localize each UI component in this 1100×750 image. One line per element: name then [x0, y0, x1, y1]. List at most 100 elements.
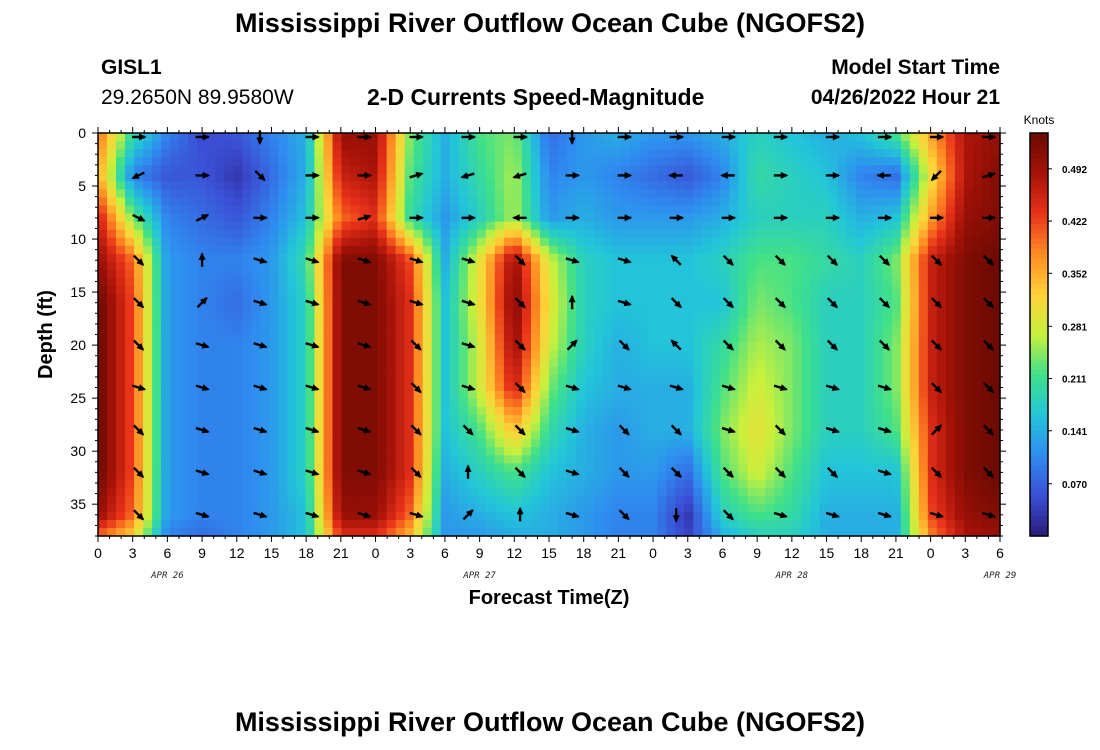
heatmap-cell [909, 278, 920, 287]
heatmap-cell [900, 253, 911, 263]
heatmap-cell [170, 398, 180, 408]
heatmap-cell [467, 350, 478, 360]
heatmap-cell [549, 286, 559, 295]
heatmap-cell [539, 270, 550, 279]
heatmap-cell [792, 302, 803, 311]
heatmap-cell [594, 431, 604, 440]
heatmap-cell [350, 503, 361, 513]
heatmap-cell [215, 334, 225, 344]
heatmap-cell [521, 487, 532, 497]
heatmap-cell [873, 149, 884, 158]
heatmap-cell [278, 382, 289, 392]
heatmap-cell [846, 286, 857, 295]
heatmap-cell [215, 447, 225, 456]
heatmap-cell [927, 141, 938, 150]
heatmap-cell [594, 495, 604, 505]
heatmap-cell [467, 278, 478, 287]
heatmap-cell [152, 447, 162, 456]
heatmap-cell [467, 479, 478, 489]
heatmap-cell [693, 229, 703, 239]
heatmap-cell [260, 495, 270, 505]
heatmap-cell [224, 487, 234, 497]
heatmap-cell [494, 334, 505, 344]
heatmap-cell [305, 511, 316, 521]
heatmap-cell [512, 374, 523, 384]
heatmap-cell [521, 278, 532, 287]
heatmap-cell [350, 423, 361, 432]
heatmap-cell [891, 286, 902, 295]
heatmap-cell [494, 173, 505, 182]
heatmap-cell [837, 519, 848, 529]
heatmap-cell [774, 334, 785, 344]
heatmap-cell [846, 366, 857, 376]
heatmap-cell [648, 213, 658, 223]
heatmap-cell [612, 302, 622, 311]
heatmap-cell [792, 270, 803, 279]
heatmap-cell [494, 181, 505, 191]
heatmap-cell [332, 286, 343, 295]
heatmap-cell [188, 358, 198, 368]
heatmap-cell [467, 205, 478, 215]
heatmap-cell [837, 165, 848, 174]
heatmap-cell [810, 495, 821, 505]
heatmap-cell [882, 366, 893, 376]
heatmap-cell [675, 350, 685, 360]
heatmap-cell [287, 334, 298, 344]
heatmap-cell [639, 278, 649, 287]
heatmap-cell [828, 221, 839, 231]
heatmap-cell [882, 197, 893, 207]
heatmap-cell [152, 157, 162, 166]
heatmap-cell [152, 173, 162, 182]
heatmap-cell [729, 350, 740, 360]
heatmap-cell [828, 431, 839, 440]
heatmap-cell [594, 503, 604, 513]
heatmap-cell [161, 455, 171, 465]
heatmap-cell [467, 423, 478, 432]
heatmap-cell [251, 407, 261, 416]
heatmap-cell [413, 149, 424, 158]
heatmap-cell [657, 342, 667, 352]
heatmap-cell [909, 439, 920, 448]
heatmap-cell [512, 165, 523, 174]
heatmap-cell [188, 253, 198, 263]
heatmap-cell [756, 495, 767, 505]
heatmap-cell [819, 342, 830, 352]
heatmap-cell [648, 342, 658, 352]
heatmap-cell [792, 382, 803, 392]
heatmap-cell [116, 431, 126, 440]
heatmap-cell [242, 471, 252, 481]
heatmap-cell [107, 455, 117, 465]
heatmap-cell [864, 326, 875, 336]
heatmap-cell [945, 253, 956, 263]
heatmap-cell [891, 149, 902, 158]
heatmap-cell [170, 270, 180, 279]
heatmap-cell [107, 253, 117, 263]
heatmap-cell [864, 149, 875, 158]
heatmap-cell [666, 527, 676, 537]
heatmap-cell [242, 229, 252, 239]
heatmap-cell [747, 261, 758, 271]
heatmap-cell [386, 221, 397, 231]
heatmap-cell [639, 310, 649, 319]
heatmap-cell [260, 205, 270, 215]
heatmap-cell [576, 390, 586, 400]
heatmap-cell [125, 165, 135, 174]
heatmap-cell [440, 310, 451, 319]
heatmap-cell [350, 133, 361, 142]
heatmap-cell [756, 503, 767, 513]
heatmap-cell [666, 390, 676, 400]
heatmap-cell [675, 439, 685, 448]
station-id: GISL1 [101, 56, 162, 79]
heatmap-cell [594, 229, 604, 239]
heatmap-cell [368, 527, 379, 537]
heatmap-cell [720, 374, 730, 384]
heatmap-cell [440, 423, 451, 432]
heatmap-cell [206, 358, 216, 368]
heatmap-cell [233, 503, 243, 513]
heatmap-cell [251, 181, 261, 191]
heatmap-cell [314, 165, 325, 174]
heatmap-cell [395, 229, 406, 239]
heatmap-cell [873, 439, 884, 448]
heatmap-cell [539, 294, 550, 303]
heatmap-cell [152, 415, 162, 424]
